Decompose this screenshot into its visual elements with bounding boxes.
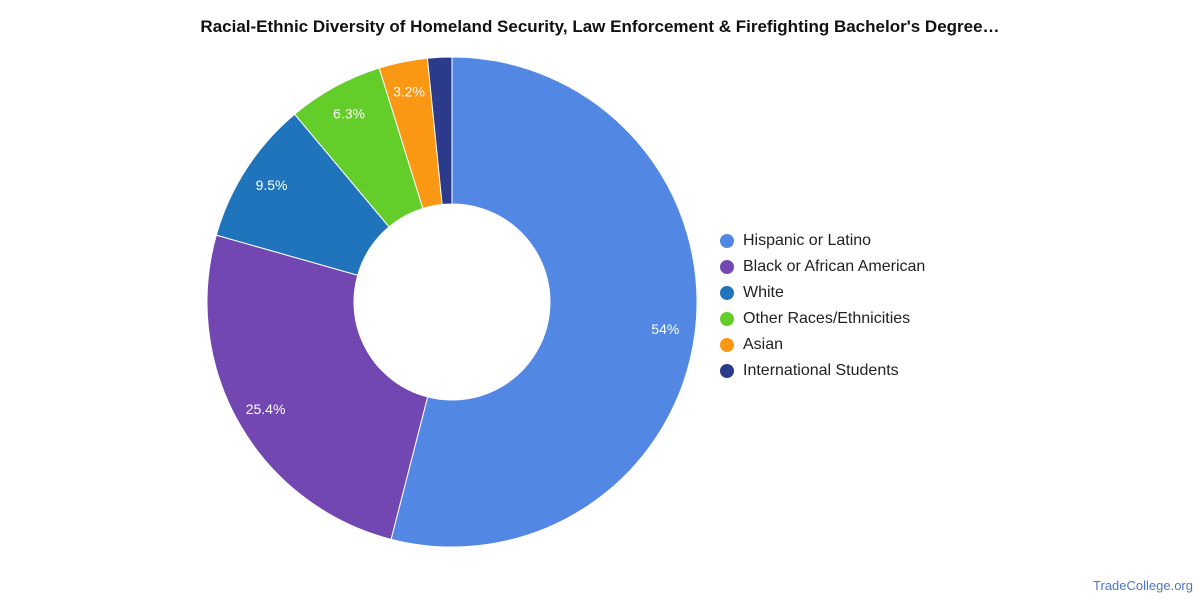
legend-item-white[interactable]: White: [720, 280, 925, 306]
chart-title: Racial-Ethnic Diversity of Homeland Secu…: [200, 17, 1000, 36]
legend-label: Asian: [743, 336, 784, 353]
chart-legend: Hispanic or Latino Black or African Ameri…: [720, 228, 925, 384]
slices-group: [206, 56, 698, 548]
slice-label-asian: 3.2%: [393, 83, 425, 99]
slice-label-white: 9.5%: [256, 177, 288, 193]
legend-swatch: [720, 312, 734, 326]
legend-swatch: [720, 364, 734, 378]
legend-swatch: [720, 286, 734, 300]
slice-labels-group: 54% 25.4% 9.5% 6.3% 3.2%: [246, 83, 680, 417]
slice-label-hispanic-or-latino: 54%: [651, 321, 679, 337]
legend-swatch: [720, 338, 734, 352]
legend-item-black-or-african-american[interactable]: Black or African American: [720, 254, 925, 280]
legend-item-asian[interactable]: Asian: [720, 332, 925, 358]
legend-item-hispanic-or-latino[interactable]: Hispanic or Latino: [720, 228, 925, 254]
slice-label-black-or-african-american: 25.4%: [246, 401, 286, 417]
slice-international-students[interactable]: [426, 56, 453, 206]
watermark: TradeCollege.org: [1093, 578, 1193, 593]
legend-item-other-races-ethnicities[interactable]: Other Races/Ethnicities: [720, 306, 925, 332]
legend-item-international-students[interactable]: International Students: [720, 358, 925, 384]
slice-label-other-races-ethnicities: 6.3%: [333, 105, 365, 121]
legend-label: Other Races/Ethnicities: [743, 310, 911, 327]
legend-swatch: [720, 234, 734, 248]
legend-swatch: [720, 260, 734, 274]
legend-label: International Students: [743, 362, 899, 379]
legend-label: White: [743, 284, 784, 301]
slice-hispanic-or-latino[interactable]: [390, 56, 698, 548]
legend-label: Hispanic or Latino: [743, 232, 872, 249]
slice-black-or-african-american[interactable]: [206, 234, 429, 540]
legend-label: Black or African American: [743, 258, 926, 275]
